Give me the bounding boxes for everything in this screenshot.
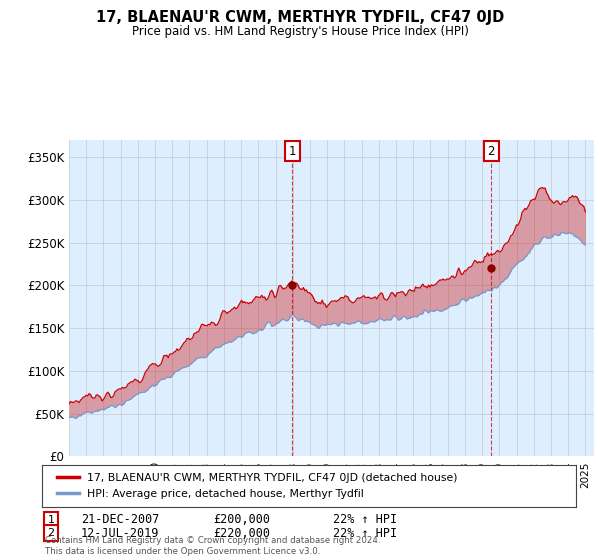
Text: 22% ↑ HPI: 22% ↑ HPI — [333, 526, 397, 540]
Text: 1: 1 — [47, 515, 55, 525]
Text: 12-JUL-2019: 12-JUL-2019 — [81, 526, 160, 540]
Text: £200,000: £200,000 — [213, 513, 270, 526]
Text: 17, BLAENAU'R CWM, MERTHYR TYDFIL, CF47 0JD: 17, BLAENAU'R CWM, MERTHYR TYDFIL, CF47 … — [96, 10, 504, 25]
Text: 22% ↑ HPI: 22% ↑ HPI — [333, 513, 397, 526]
Text: £220,000: £220,000 — [213, 526, 270, 540]
Text: 2: 2 — [47, 528, 55, 538]
Text: 21-DEC-2007: 21-DEC-2007 — [81, 513, 160, 526]
Text: 2: 2 — [487, 144, 495, 158]
Text: 1: 1 — [289, 144, 296, 158]
Text: Price paid vs. HM Land Registry's House Price Index (HPI): Price paid vs. HM Land Registry's House … — [131, 25, 469, 38]
Text: Contains HM Land Registry data © Crown copyright and database right 2024.
This d: Contains HM Land Registry data © Crown c… — [45, 536, 380, 556]
Legend: 17, BLAENAU'R CWM, MERTHYR TYDFIL, CF47 0JD (detached house), HPI: Average price: 17, BLAENAU'R CWM, MERTHYR TYDFIL, CF47 … — [53, 469, 462, 503]
